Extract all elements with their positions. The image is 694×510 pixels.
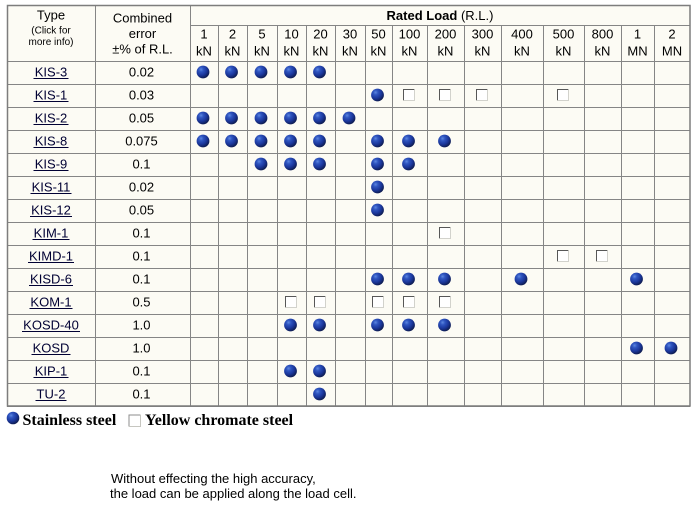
svg-text:0.1: 0.1: [132, 157, 150, 172]
svg-text:KIP-1: KIP-1: [35, 364, 68, 379]
svg-text:KIS-3: KIS-3: [35, 65, 68, 80]
svg-text:KOSD: KOSD: [33, 341, 70, 356]
svg-text:0.1: 0.1: [132, 387, 150, 402]
svg-text:Yellow chromate steel: Yellow chromate steel: [145, 412, 294, 429]
svg-text:TU-2: TU-2: [37, 387, 66, 402]
svg-text:5: 5: [258, 27, 265, 42]
svg-text:KIS-9: KIS-9: [35, 157, 68, 172]
svg-text:KIS-8: KIS-8: [35, 134, 68, 149]
svg-text:0.1: 0.1: [132, 364, 150, 379]
svg-text:2: 2: [229, 27, 236, 42]
svg-text:kN: kN: [402, 44, 418, 59]
svg-text:KIS-12: KIS-12: [31, 203, 71, 218]
svg-text:500: 500: [553, 27, 575, 42]
svg-text:KIM-1: KIM-1: [34, 226, 69, 241]
svg-text:KIS-2: KIS-2: [35, 111, 68, 126]
svg-text:0.03: 0.03: [129, 88, 154, 103]
svg-text:0.1: 0.1: [132, 272, 150, 287]
svg-text:Type: Type: [37, 8, 65, 23]
svg-text:kN: kN: [225, 44, 241, 59]
svg-text:more info): more info): [28, 37, 73, 48]
svg-text:KISD-6: KISD-6: [30, 272, 72, 287]
svg-text:0.075: 0.075: [125, 134, 158, 149]
svg-text:2: 2: [668, 27, 675, 42]
svg-text:0.1: 0.1: [132, 249, 150, 264]
svg-text:±% of R.L.: ±% of R.L.: [112, 41, 173, 56]
svg-text:kN: kN: [196, 44, 212, 59]
svg-text:KOSD-40: KOSD-40: [23, 318, 79, 333]
svg-text:kN: kN: [342, 44, 358, 59]
svg-text:400: 400: [511, 27, 533, 42]
svg-text:0.02: 0.02: [129, 65, 154, 80]
svg-text:kN: kN: [475, 44, 491, 59]
svg-text:KOM-1: KOM-1: [30, 295, 71, 310]
svg-text:Rated Load (R.L.): Rated Load (R.L.): [387, 8, 494, 23]
svg-text:kN: kN: [371, 44, 387, 59]
svg-text:KIS-11: KIS-11: [32, 180, 71, 195]
svg-text:0.5: 0.5: [132, 295, 150, 310]
svg-text:MN: MN: [662, 44, 682, 59]
svg-text:kN: kN: [556, 44, 572, 59]
svg-text:200: 200: [435, 27, 457, 42]
svg-text:100: 100: [399, 27, 421, 42]
svg-text:kN: kN: [514, 44, 530, 59]
svg-text:(Click for: (Click for: [31, 25, 71, 36]
svg-text:1.0: 1.0: [132, 341, 150, 356]
svg-text:30: 30: [343, 27, 357, 42]
svg-text:0.05: 0.05: [129, 111, 154, 126]
svg-text:1.0: 1.0: [132, 318, 150, 333]
svg-text:20: 20: [313, 27, 327, 42]
svg-text:50: 50: [371, 27, 385, 42]
svg-text:kN: kN: [284, 44, 300, 59]
svg-text:0.02: 0.02: [129, 180, 154, 195]
svg-text:0.05: 0.05: [129, 203, 154, 218]
svg-text:kN: kN: [438, 44, 454, 59]
svg-text:error: error: [129, 26, 157, 41]
svg-text:10: 10: [284, 27, 298, 42]
svg-text:KIMD-1: KIMD-1: [29, 249, 73, 264]
svg-text:0.1: 0.1: [132, 226, 150, 241]
svg-text:kN: kN: [595, 44, 611, 59]
svg-text:800: 800: [592, 27, 614, 42]
svg-text:kN: kN: [254, 44, 270, 59]
svg-text:Stainless steel: Stainless steel: [23, 412, 117, 429]
svg-text:KIS-1: KIS-1: [35, 88, 68, 103]
svg-text:kN: kN: [313, 44, 329, 59]
svg-text:1: 1: [200, 27, 207, 42]
svg-text:Without effecting the high acc: Without effecting the high accuracy,: [111, 471, 316, 486]
svg-text:Combined: Combined: [113, 11, 172, 26]
svg-text:MN: MN: [627, 44, 647, 59]
svg-text:1: 1: [634, 27, 641, 42]
svg-text:the load can be applied along: the load can be applied along the load c…: [110, 486, 356, 501]
svg-text:300: 300: [472, 27, 494, 42]
